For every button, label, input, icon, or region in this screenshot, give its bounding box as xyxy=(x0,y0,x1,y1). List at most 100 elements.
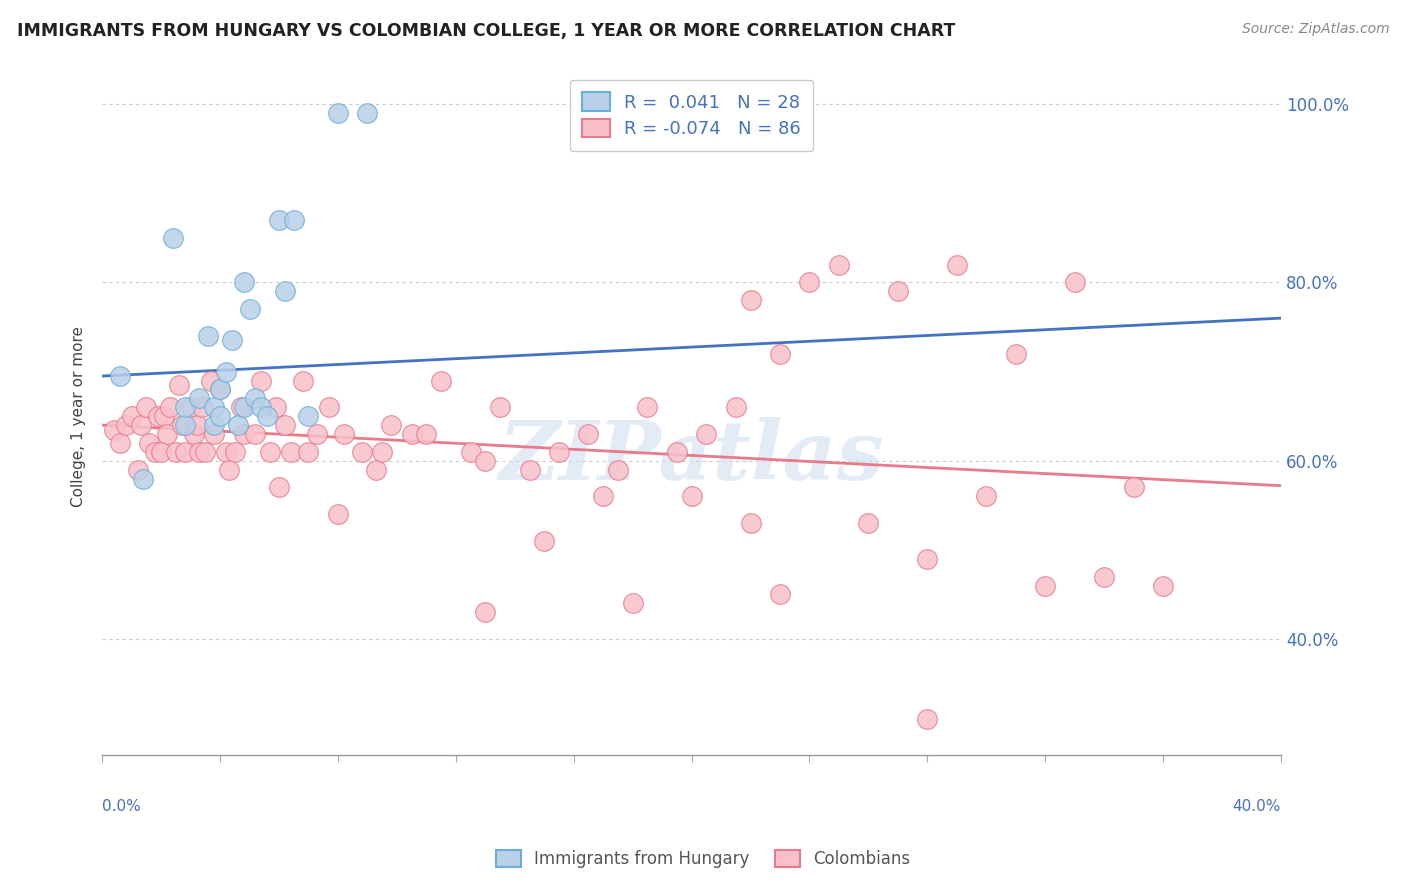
Point xyxy=(232,427,254,442)
Point xyxy=(170,418,193,433)
Point xyxy=(887,285,910,299)
Point xyxy=(173,401,195,415)
Point xyxy=(183,427,205,442)
Point xyxy=(740,293,762,308)
Point xyxy=(188,392,211,406)
Point xyxy=(135,401,157,415)
Point xyxy=(1033,578,1056,592)
Point xyxy=(224,445,246,459)
Point xyxy=(274,285,297,299)
Point xyxy=(215,365,238,379)
Point xyxy=(274,418,297,433)
Point xyxy=(173,418,195,433)
Point xyxy=(202,418,225,433)
Point xyxy=(297,409,319,424)
Point xyxy=(188,445,211,459)
Point xyxy=(291,374,314,388)
Point xyxy=(186,418,208,433)
Point xyxy=(165,445,187,459)
Text: 40.0%: 40.0% xyxy=(1233,799,1281,814)
Point xyxy=(245,427,267,442)
Point xyxy=(401,427,423,442)
Point xyxy=(250,401,273,415)
Point xyxy=(200,374,222,388)
Point xyxy=(197,329,219,343)
Text: Source: ZipAtlas.com: Source: ZipAtlas.com xyxy=(1241,22,1389,37)
Point xyxy=(180,401,202,415)
Point xyxy=(297,445,319,459)
Point xyxy=(598,111,620,125)
Point xyxy=(114,418,136,433)
Point xyxy=(606,463,628,477)
Point xyxy=(665,445,688,459)
Point xyxy=(209,383,232,397)
Point xyxy=(218,463,240,477)
Point xyxy=(1004,347,1026,361)
Point xyxy=(215,445,238,459)
Point xyxy=(167,378,190,392)
Point xyxy=(129,418,152,433)
Point xyxy=(430,374,453,388)
Point xyxy=(326,507,349,521)
Point xyxy=(143,445,166,459)
Point xyxy=(202,401,225,415)
Point xyxy=(533,533,555,548)
Point xyxy=(489,401,512,415)
Point xyxy=(138,436,160,450)
Point xyxy=(209,383,232,397)
Point xyxy=(108,369,131,384)
Point xyxy=(232,401,254,415)
Point xyxy=(132,472,155,486)
Text: 0.0%: 0.0% xyxy=(103,799,141,814)
Point xyxy=(280,445,302,459)
Point xyxy=(474,454,496,468)
Point xyxy=(267,481,290,495)
Text: ZIPatlas: ZIPatlas xyxy=(499,417,884,497)
Point xyxy=(307,427,329,442)
Point xyxy=(229,401,252,415)
Point xyxy=(245,392,267,406)
Point xyxy=(318,401,340,415)
Legend: R =  0.041   N = 28, R = -0.074   N = 86: R = 0.041 N = 28, R = -0.074 N = 86 xyxy=(569,79,813,151)
Point xyxy=(326,106,349,120)
Point xyxy=(153,409,176,424)
Point xyxy=(548,445,571,459)
Y-axis label: College, 1 year or more: College, 1 year or more xyxy=(72,326,86,507)
Point xyxy=(259,445,281,459)
Point xyxy=(769,587,792,601)
Point xyxy=(173,445,195,459)
Point xyxy=(828,258,851,272)
Point xyxy=(127,463,149,477)
Point xyxy=(250,374,273,388)
Point xyxy=(695,427,717,442)
Point xyxy=(209,409,232,424)
Point xyxy=(156,427,179,442)
Point xyxy=(159,401,181,415)
Point xyxy=(645,111,668,125)
Point xyxy=(238,302,260,317)
Point xyxy=(681,490,703,504)
Point xyxy=(264,401,287,415)
Point xyxy=(1063,276,1085,290)
Point xyxy=(946,258,969,272)
Point xyxy=(1092,569,1115,583)
Point xyxy=(1122,481,1144,495)
Point xyxy=(267,213,290,227)
Point xyxy=(194,445,217,459)
Point xyxy=(371,445,394,459)
Point xyxy=(162,231,184,245)
Point xyxy=(799,276,821,290)
Point xyxy=(917,712,939,726)
Point xyxy=(350,445,373,459)
Point xyxy=(917,551,939,566)
Point xyxy=(740,516,762,530)
Point xyxy=(578,427,600,442)
Point xyxy=(366,463,388,477)
Point xyxy=(232,276,254,290)
Point xyxy=(1152,578,1174,592)
Point xyxy=(256,409,278,424)
Point xyxy=(356,106,378,120)
Point xyxy=(108,436,131,450)
Point xyxy=(769,347,792,361)
Legend: Immigrants from Hungary, Colombians: Immigrants from Hungary, Colombians xyxy=(489,843,917,875)
